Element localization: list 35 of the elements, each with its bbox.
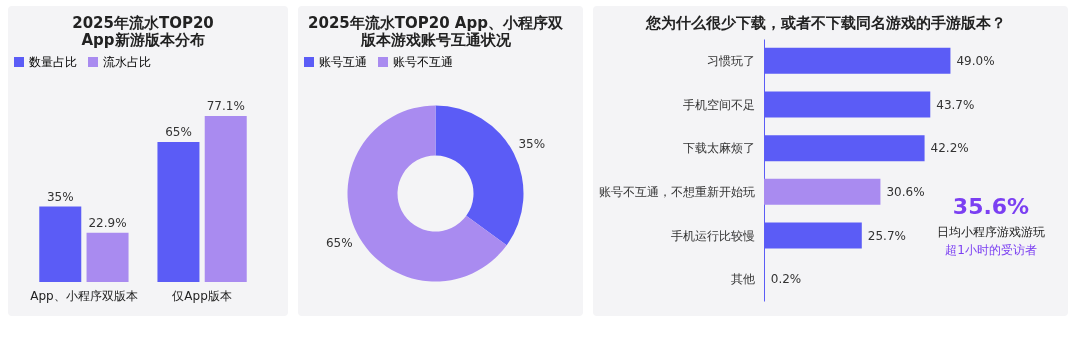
legend-label: 流水占比 [103, 55, 151, 69]
chart-title: 2025年流水TOP20 App新游版本分布 [72, 14, 214, 49]
y-tick-label: 习惯玩了 [706, 53, 755, 68]
chart-title: 您为什么很少下载，或者不下载同名游戏的手游版本？ [644, 14, 1006, 32]
x-tick-label: App、小程序双版本 [30, 288, 138, 303]
y-tick-label: 手机运行比较慢 [670, 228, 755, 243]
data-label: 65% [165, 124, 192, 139]
chart-title: 2025年流水TOP20 App、小程序双版本游戏账号互通状况 [308, 14, 564, 49]
data-label: 42.2% [930, 141, 969, 156]
x-tick-label: 仅App版本 [172, 288, 232, 303]
data-label: 49.0% [956, 53, 995, 68]
legend-label: 账号不互通 [393, 55, 453, 69]
legend-label: 账号互通 [319, 55, 367, 69]
data-label: 65% [325, 235, 353, 250]
bar [39, 206, 82, 282]
annotation: 日均小程序游戏游玩 [937, 225, 1045, 239]
bar [204, 115, 247, 282]
data-label: 35% [46, 189, 74, 204]
bar [157, 141, 200, 282]
text: 35.6% [952, 194, 1030, 219]
data-label: 43.7% [936, 97, 975, 112]
y-tick-label: 其他 [730, 272, 755, 287]
bar [764, 178, 881, 205]
legend-label: 数量占比 [29, 55, 77, 69]
data-label: 35% [518, 137, 546, 152]
data-label: 25.7% [867, 228, 906, 243]
data-label: 22.9% [88, 215, 127, 230]
y-tick-label: 下载太麻烦了 [682, 141, 755, 156]
bar [86, 232, 129, 282]
y-tick-label: 手机空间不足 [682, 97, 755, 112]
data-label: 77.1% [206, 98, 245, 113]
y-tick-label: 账号不互通，不想重新开始玩 [598, 184, 755, 199]
data-label: 30.6% [886, 184, 925, 199]
annotation: 超1小时的受访者 [945, 243, 1037, 257]
data-label: 0.2% [770, 272, 802, 287]
